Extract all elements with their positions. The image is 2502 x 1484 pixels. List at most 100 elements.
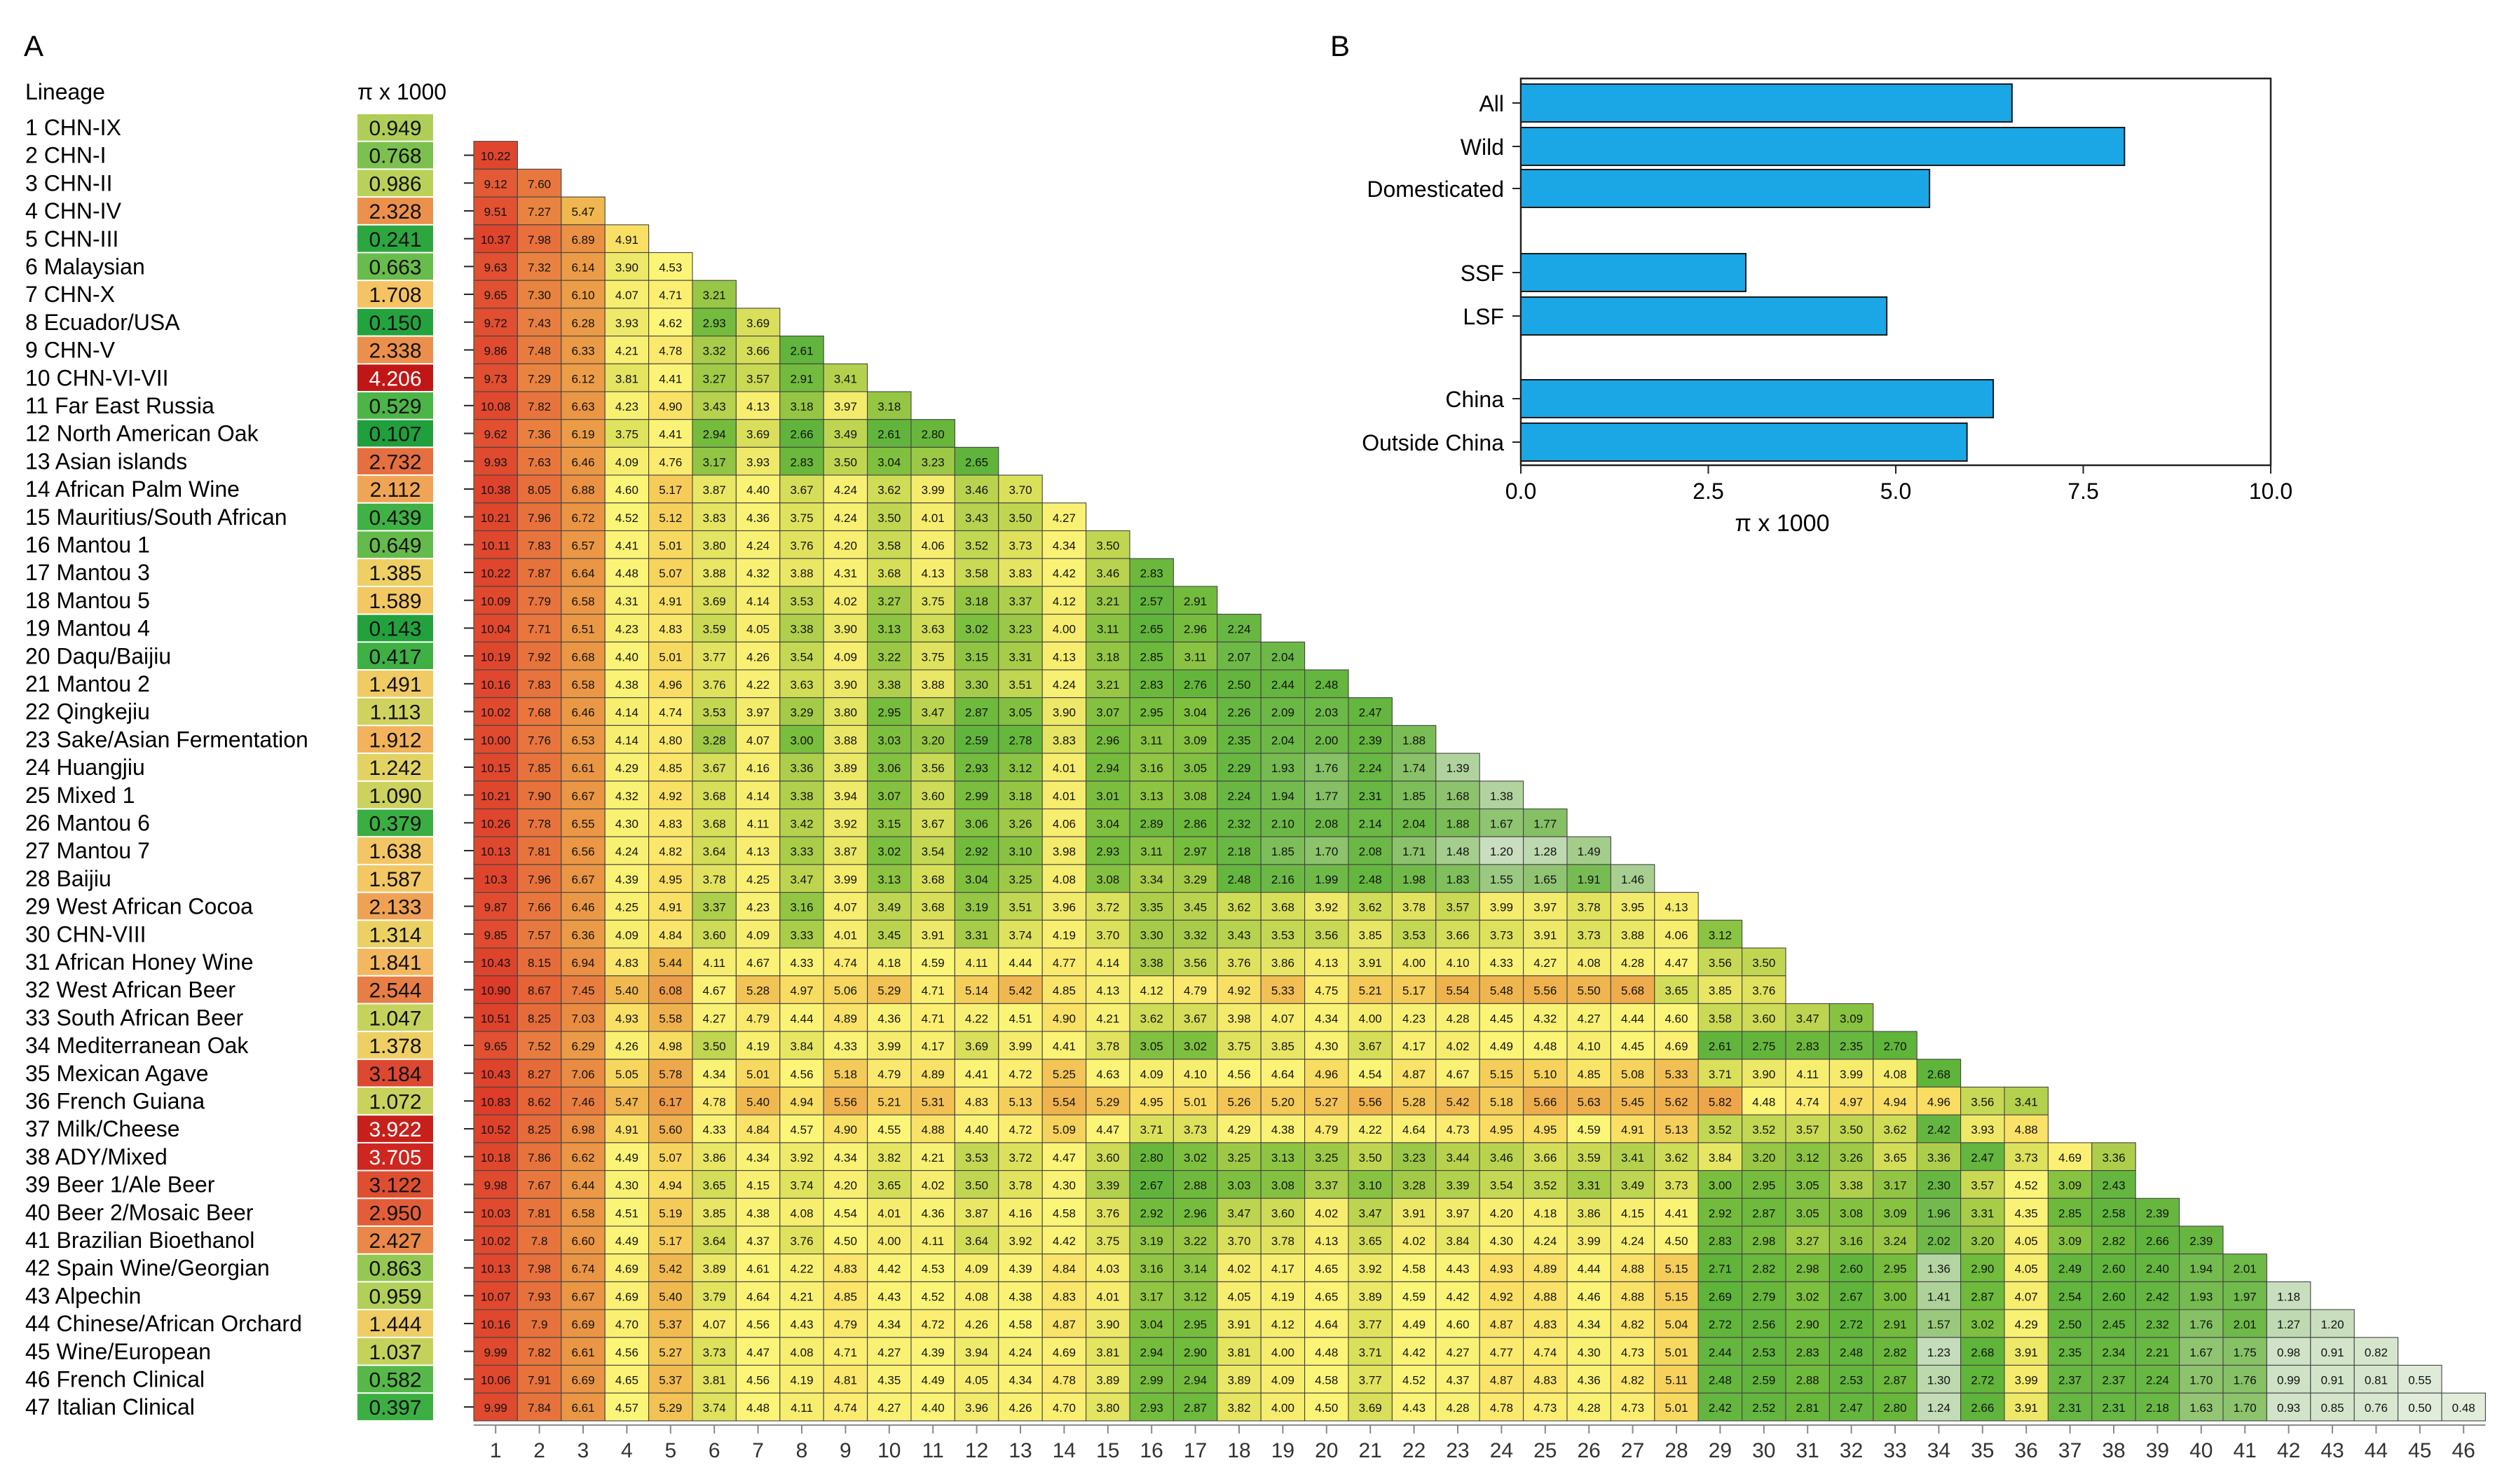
lineage-label: 32 West African Beer [25,977,235,1003]
cell-value: 3.75 [1227,1040,1250,1053]
cell-value: 7.76 [528,734,551,747]
cell-value: 7.96 [528,511,551,525]
cell-value: 1.77 [1315,790,1338,803]
heatmap-cell [867,1170,912,1199]
heatmap-cell [1479,1197,1524,1227]
heatmap-cell [954,808,999,837]
cell-value: 4.27 [703,1012,726,1025]
cell-value: 5.68 [1621,984,1644,998]
heatmap-cell [1828,1031,1874,1060]
heatmap-cell [561,446,606,476]
cell-value: 4.90 [1053,1012,1076,1025]
cell-value: 2.80 [1883,1401,1906,1415]
heatmap-cell [604,1309,650,1338]
heatmap-cell [867,836,912,865]
cell-value: 4.24 [1621,1235,1644,1248]
heatmap-cell [1960,1086,2005,1115]
cell-value: 4.74 [834,1401,857,1415]
cell-value: 5.58 [659,1012,682,1025]
heatmap-cell [998,641,1043,671]
heatmap-cell [735,1170,781,1199]
heatmap-cell [604,308,650,337]
heatmap-cell [1041,919,1087,949]
cell-value: 3.50 [1840,1123,1863,1136]
cell-value: 5.20 [1271,1095,1294,1108]
cell-value: 3.01 [1096,790,1119,803]
cell-value: 1.24 [1927,1401,1950,1415]
cell-value: 8.25 [528,1012,551,1025]
cell-value: 3.91 [1359,956,1382,970]
cell-value: 2.37 [2102,1373,2125,1387]
column-label: 37 [2058,1439,2081,1462]
cell-value: 7.43 [528,317,551,330]
heatmap-cell [1566,1309,1611,1338]
cell-value: 3.62 [877,483,901,497]
cell-value: 5.42 [1446,1095,1469,1108]
heatmap-cell [648,864,693,893]
cell-value: 3.68 [1271,901,1294,914]
pi-cell [357,1282,433,1310]
heatmap-cell [561,530,606,559]
heatmap-cell [473,947,518,977]
pi-value: 1.314 [369,923,421,947]
heatmap-cell [692,474,737,504]
cell-value: 3.66 [1533,1151,1557,1164]
heatmap-cell [1217,1392,1262,1422]
cell-value: 4.13 [1315,956,1338,970]
heatmap-cell [823,836,868,865]
cell-value: 4.00 [1271,1401,1294,1415]
heatmap-cell [2004,1337,2049,1366]
cell-value: 4.83 [659,623,682,636]
cell-value: 2.91 [1883,1318,1906,1331]
heatmap-cell [473,502,518,532]
heatmap-cell [2091,1281,2136,1310]
heatmap-cell [604,1114,650,1143]
cell-value: 4.01 [1053,790,1076,803]
heatmap-cell [1523,1337,1568,1366]
cell-value: 4.28 [1621,956,1644,970]
cell-value: 4.47 [1096,1123,1119,1136]
cell-value: 4.31 [834,567,857,580]
cell-value: 0.50 [2408,1401,2431,1415]
heatmap-cell [1960,1197,2005,1227]
pi-cell [357,1059,433,1087]
cell-value: 3.66 [746,345,770,358]
heatmap-cell [1348,753,1393,782]
cell-value: 2.99 [1140,1373,1163,1387]
heatmap-cell [1435,1392,1480,1422]
heatmap-cell [1785,1031,1830,1060]
cell-value: 2.86 [1184,817,1207,830]
lineage-label: 27 Mantou 7 [25,838,150,863]
cell-value: 4.95 [1490,1123,1513,1136]
cell-value: 4.08 [790,1207,813,1220]
column-label: 5 [664,1439,676,1462]
lineage-label: 26 Mantou 6 [25,810,150,835]
heatmap-cell [779,1142,824,1172]
pi-value: 2.338 [369,340,421,363]
heatmap-cell [823,446,868,476]
heatmap-cell [1960,1225,2005,1255]
cell-value: 3.78 [703,873,726,886]
heatmap-cell [954,975,999,1004]
cell-value: 3.05 [1140,1040,1163,1053]
cell-value: 4.83 [834,1263,857,1276]
lineage-label: 37 Milk/Cheese [25,1116,180,1141]
cell-value: 4.30 [1315,1040,1338,1053]
cell-value: 3.23 [1009,623,1032,636]
cell-value: 3.05 [1796,1207,1819,1220]
cell-value: 2.32 [1227,817,1250,830]
cell-value: 4.07 [2015,1290,2038,1303]
heatmap-cell [604,919,650,949]
heatmap-cell [1391,1225,1437,1255]
lineage-label: 24 Huangjiu [25,755,145,780]
heatmap-cell [1435,1059,1480,1088]
cell-value: 4.41 [615,539,638,552]
cell-value: 4.33 [703,1123,726,1136]
cell-value: 3.49 [877,901,901,914]
cell-value: 2.94 [703,428,726,441]
heatmap-cell [2004,1114,2049,1143]
heatmap-cell [648,474,693,504]
cell-value: 3.67 [703,762,726,775]
cell-value: 4.41 [1053,1040,1076,1053]
cell-value: 2.07 [1227,650,1250,664]
